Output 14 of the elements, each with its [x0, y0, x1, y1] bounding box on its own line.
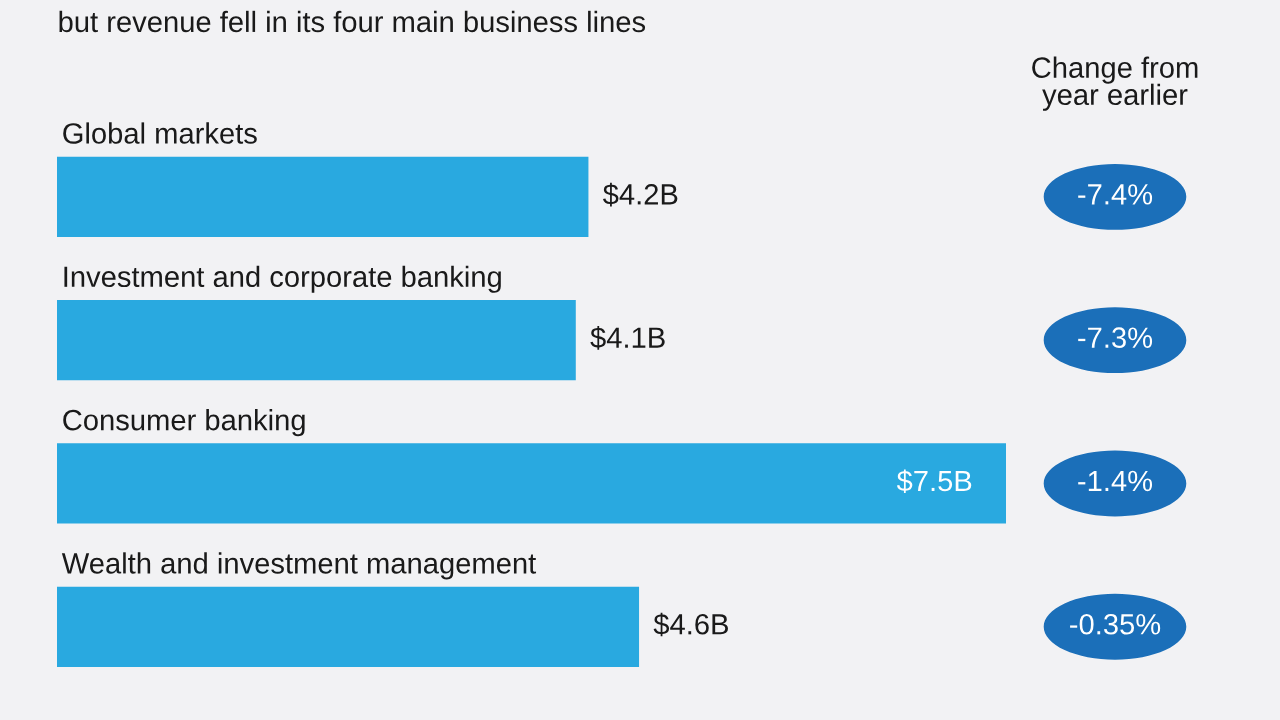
data-label: $7.5B: [896, 469, 972, 494]
y-tick-label: Investment and corporate banking: [64, 265, 501, 293]
data-label: $4.2B: [602, 182, 678, 207]
text: -0.35%: [1070, 613, 1161, 635]
text: -7.3%: [1078, 327, 1153, 348]
data-label: $4.6B: [653, 612, 728, 637]
y-tick-label: Wealth and investment management: [61, 552, 537, 580]
text: -7.4%: [1078, 184, 1153, 205]
y-tick-label: Consumer banking: [63, 408, 305, 437]
data-label: $4.1B: [590, 326, 665, 350]
y-tick-label: Global markets: [63, 122, 257, 144]
chart-title: but revenue fell in its four main business lines: [59, 10, 646, 33]
text: Change from year earlier: [1032, 56, 1198, 111]
text: -1.4%: [1078, 470, 1153, 492]
